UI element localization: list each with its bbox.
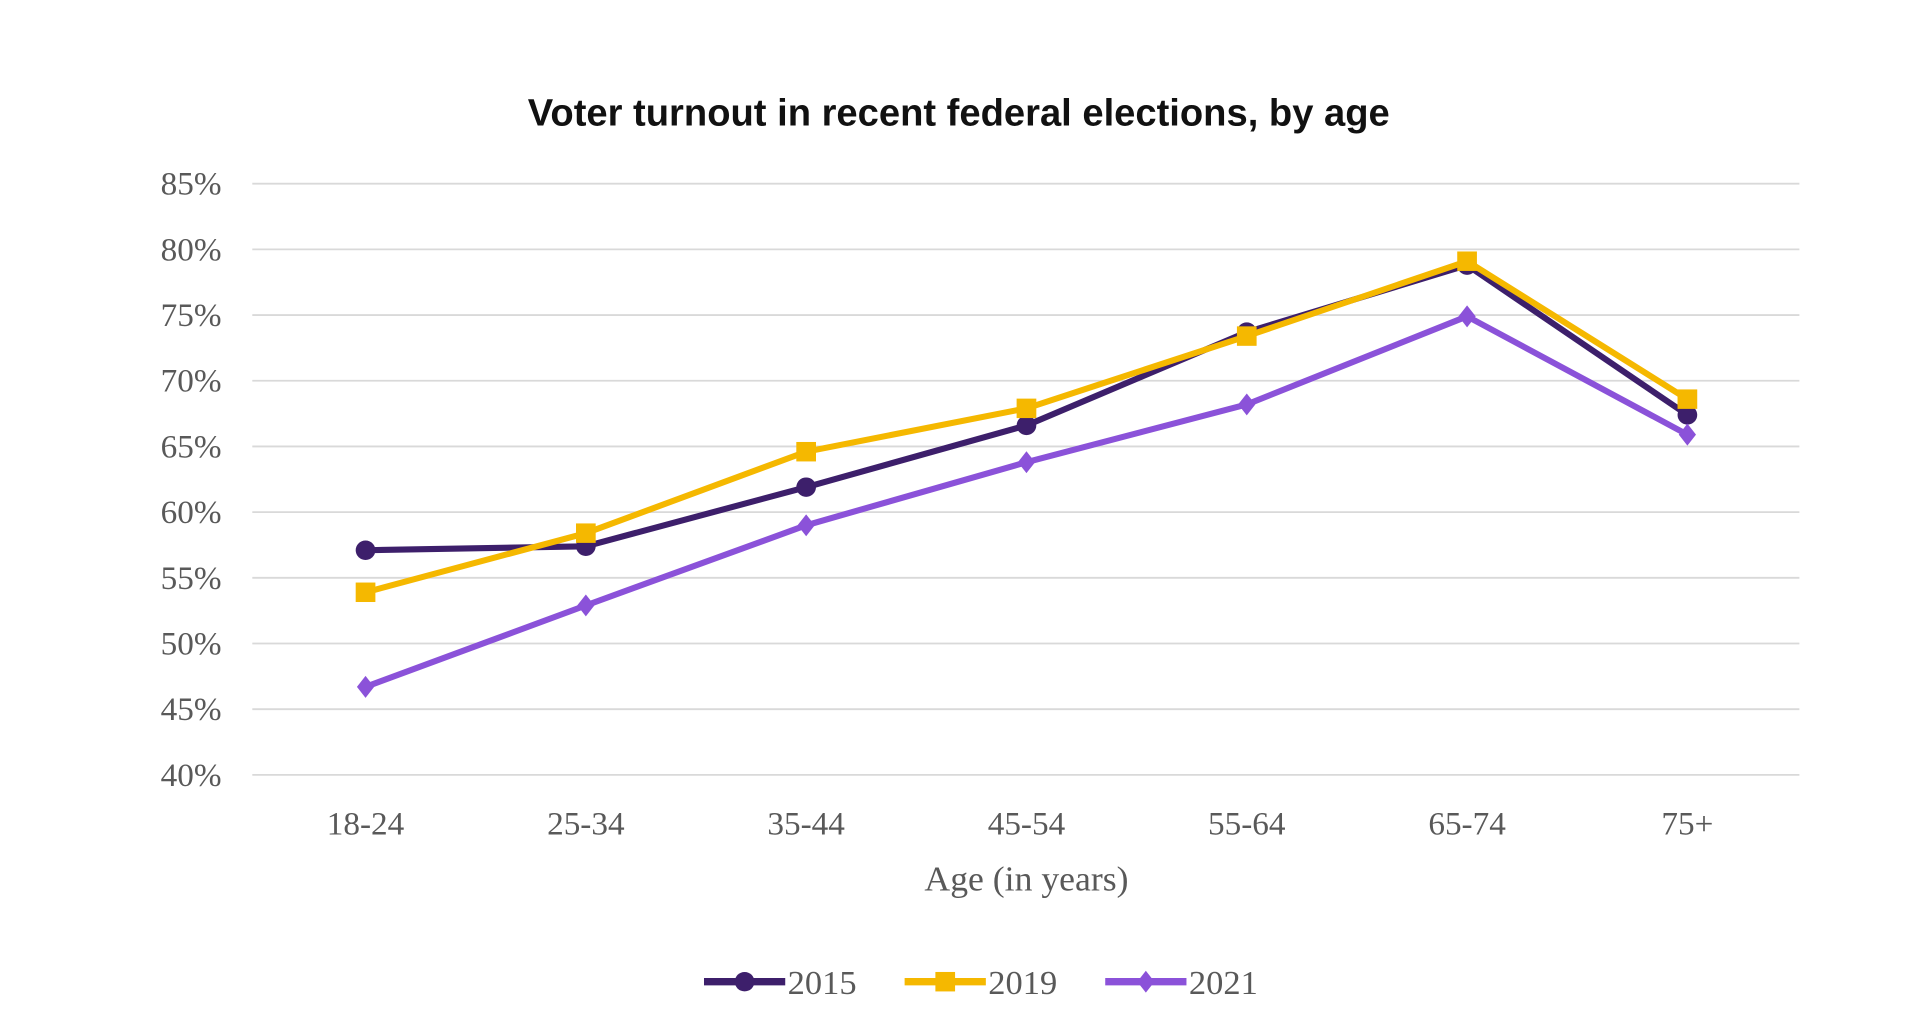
series-group (355, 251, 1698, 698)
data-point-2021 (1458, 305, 1476, 328)
data-point-2019 (1016, 398, 1037, 419)
y-tick-label: 40% (161, 758, 222, 794)
y-tick-label: 85% (161, 167, 222, 203)
y-tick-label: 50% (161, 627, 222, 663)
data-point-2019 (1457, 251, 1477, 271)
series-2019 (355, 251, 1698, 603)
gridlines (252, 182, 1800, 776)
legend-label: 2021 (1189, 964, 1258, 1002)
x-tick-label: 75+ (1661, 807, 1713, 843)
x-tick-label: 25-34 (547, 807, 624, 843)
data-point-2015 (355, 540, 376, 560)
y-tick-label: 80% (161, 232, 222, 268)
y-tick-label: 60% (161, 495, 222, 531)
y-tick-label: 45% (161, 692, 222, 728)
x-axis-label: Age (in years) (924, 859, 1128, 899)
data-point-2015 (796, 477, 816, 497)
legend: 2015 2019 2021 (704, 964, 1258, 1002)
legend-item-2021: 2021 (1105, 964, 1258, 1002)
legend-marker (935, 971, 956, 992)
y-tick-label: 70% (161, 364, 222, 400)
y-tick-label: 65% (161, 430, 222, 466)
legend-marker (734, 971, 755, 992)
data-point-2015 (1016, 415, 1037, 436)
data-point-2021 (797, 514, 815, 537)
legend-marker (1137, 970, 1155, 993)
legend-item-2019: 2019 (904, 964, 1057, 1002)
legend-label: 2015 (788, 964, 857, 1002)
x-tick-label: 35-44 (767, 807, 844, 843)
data-point-2015 (1677, 405, 1698, 425)
data-point-2019 (796, 441, 816, 462)
x-tick-label: 18-24 (327, 807, 404, 843)
y-tick-label: 75% (161, 298, 222, 334)
y-axis-ticks: 40% 45% 50% 55% 60% 65% 70% 75% 80% 85% (161, 167, 222, 794)
data-point-2021 (577, 594, 595, 617)
data-point-2019 (1677, 389, 1698, 409)
data-point-2021 (356, 675, 375, 698)
data-point-2021 (1678, 423, 1696, 446)
x-axis-ticks: 18-24 25-34 35-44 45-54 55-64 65-74 75+ (327, 807, 1714, 843)
data-point-2019 (1236, 326, 1257, 346)
data-point-2019 (576, 523, 596, 543)
data-point-2021 (1238, 393, 1256, 416)
chart-title: Voter turnout in recent federal election… (528, 92, 1390, 134)
x-tick-label: 65-74 (1428, 807, 1505, 843)
x-tick-label: 55-64 (1208, 807, 1285, 843)
legend-label: 2019 (988, 964, 1057, 1002)
series-line-2021 (364, 313, 1689, 690)
y-tick-label: 55% (161, 561, 222, 597)
data-point-2019 (355, 582, 376, 603)
data-point-2021 (1017, 451, 1036, 474)
series-2021 (356, 305, 1696, 698)
x-tick-label: 45-54 (988, 807, 1065, 843)
legend-item-2015: 2015 (704, 964, 857, 1002)
